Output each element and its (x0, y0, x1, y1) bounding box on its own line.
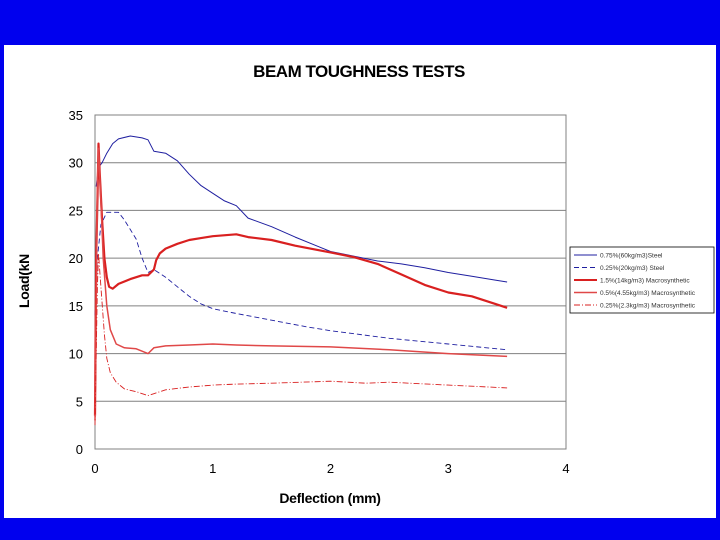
x-axis-label: Deflection (mm) (279, 490, 380, 506)
legend-label: 0.75%(60kg/m3)Steel (600, 252, 663, 259)
x-tick-label: 2 (327, 461, 334, 476)
y-axis-label: Load(kN (16, 254, 32, 308)
grid-lines (95, 162, 566, 402)
series-line-1 (95, 135, 508, 283)
legend-label: 0.25%(20kg/m3) Steel (600, 265, 665, 272)
y-tick-label: 20 (69, 251, 83, 266)
series-line-4 (94, 147, 508, 421)
legend-box (569, 246, 715, 314)
x-tick-label: 3 (445, 461, 452, 476)
series-line-3 (93, 142, 508, 416)
y-tick-label: 35 (69, 108, 83, 123)
y-tick-label: 15 (69, 299, 83, 314)
legend-label: 1.5%(14kg/m3) Macrosynthetic (600, 277, 690, 284)
x-tick-label: 1 (209, 461, 216, 476)
legend-label: 0.5%(4.55kg/m3) Macrosynthetic (600, 290, 696, 297)
legend-label: 0.25%(2.3kg/m3) Macrosynthetic (600, 302, 696, 309)
y-tick-label: 25 (69, 203, 83, 218)
y-tick-label: 10 (69, 347, 83, 362)
chart-title: BEAM TOUGHNESS TESTS (253, 62, 465, 81)
y-tick-label: 5 (76, 394, 83, 409)
y-tick-label: 0 (76, 442, 83, 457)
y-tick-label: 30 (69, 156, 83, 171)
beam-toughness-chart: 0 5 10 15 20 25 30 35 0 1 2 3 4 BEAM TOUGHNESS TEST… (16, 62, 715, 506)
x-tick-labels: 0 1 2 3 4 (91, 461, 569, 476)
legend: 0.75%(60kg/m3)Steel 0.25%(20kg/m3) Steel 1… (569, 246, 715, 314)
x-tick-label: 4 (562, 461, 569, 476)
series-group (93, 135, 508, 426)
plot-area (94, 114, 567, 450)
x-tick-label: 0 (91, 461, 98, 476)
slide-canvas: 0 5 10 15 20 25 30 35 0 1 2 3 4 BEAM TOUGHNESS TEST… (4, 45, 716, 518)
series-line-2 (94, 211, 508, 351)
series-line-5 (94, 252, 508, 426)
y-tick-labels: 0 5 10 15 20 25 30 35 (69, 108, 83, 457)
